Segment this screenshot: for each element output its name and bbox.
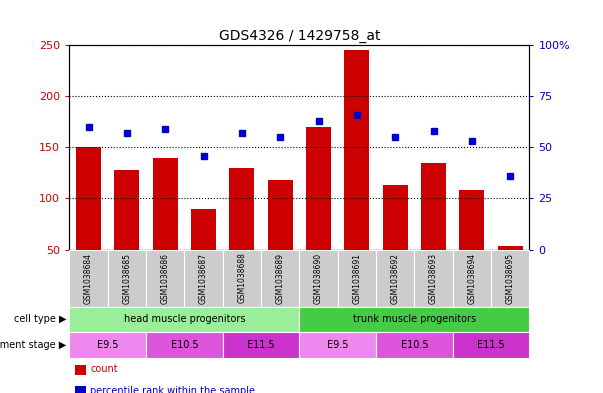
- Text: E10.5: E10.5: [400, 340, 428, 350]
- Bar: [459, 190, 484, 250]
- Text: GSM1038687: GSM1038687: [199, 253, 208, 303]
- Text: E9.5: E9.5: [327, 340, 349, 350]
- Text: GSM1038690: GSM1038690: [314, 252, 323, 304]
- Bar: [115, 170, 139, 250]
- Text: count: count: [90, 364, 118, 375]
- Text: GSM1038693: GSM1038693: [429, 252, 438, 304]
- Text: cell type ▶: cell type ▶: [14, 314, 66, 324]
- Bar: [344, 50, 370, 250]
- Text: GSM1038695: GSM1038695: [506, 252, 515, 304]
- Bar: [153, 158, 178, 250]
- Title: GDS4326 / 1429758_at: GDS4326 / 1429758_at: [219, 29, 380, 43]
- Text: head muscle progenitors: head muscle progenitors: [124, 314, 245, 324]
- Text: GSM1038688: GSM1038688: [238, 253, 247, 303]
- Bar: [76, 147, 101, 250]
- Text: development stage ▶: development stage ▶: [0, 340, 66, 350]
- Bar: [421, 163, 446, 250]
- Text: GSM1038689: GSM1038689: [276, 253, 285, 303]
- Text: E9.5: E9.5: [97, 340, 118, 350]
- Bar: [306, 127, 331, 250]
- Bar: [268, 180, 292, 250]
- Text: percentile rank within the sample: percentile rank within the sample: [90, 386, 256, 393]
- Text: E11.5: E11.5: [478, 340, 505, 350]
- Bar: [191, 209, 216, 250]
- Text: GSM1038685: GSM1038685: [122, 253, 131, 303]
- Text: E11.5: E11.5: [247, 340, 275, 350]
- Text: trunk muscle progenitors: trunk muscle progenitors: [353, 314, 476, 324]
- Bar: [229, 168, 254, 250]
- Bar: [383, 185, 408, 250]
- Text: GSM1038694: GSM1038694: [467, 252, 476, 304]
- Text: GSM1038684: GSM1038684: [84, 253, 93, 303]
- Bar: [498, 246, 523, 250]
- Text: E10.5: E10.5: [171, 340, 198, 350]
- Text: GSM1038686: GSM1038686: [160, 253, 169, 303]
- Text: GSM1038692: GSM1038692: [391, 253, 400, 303]
- Text: GSM1038691: GSM1038691: [352, 253, 361, 303]
